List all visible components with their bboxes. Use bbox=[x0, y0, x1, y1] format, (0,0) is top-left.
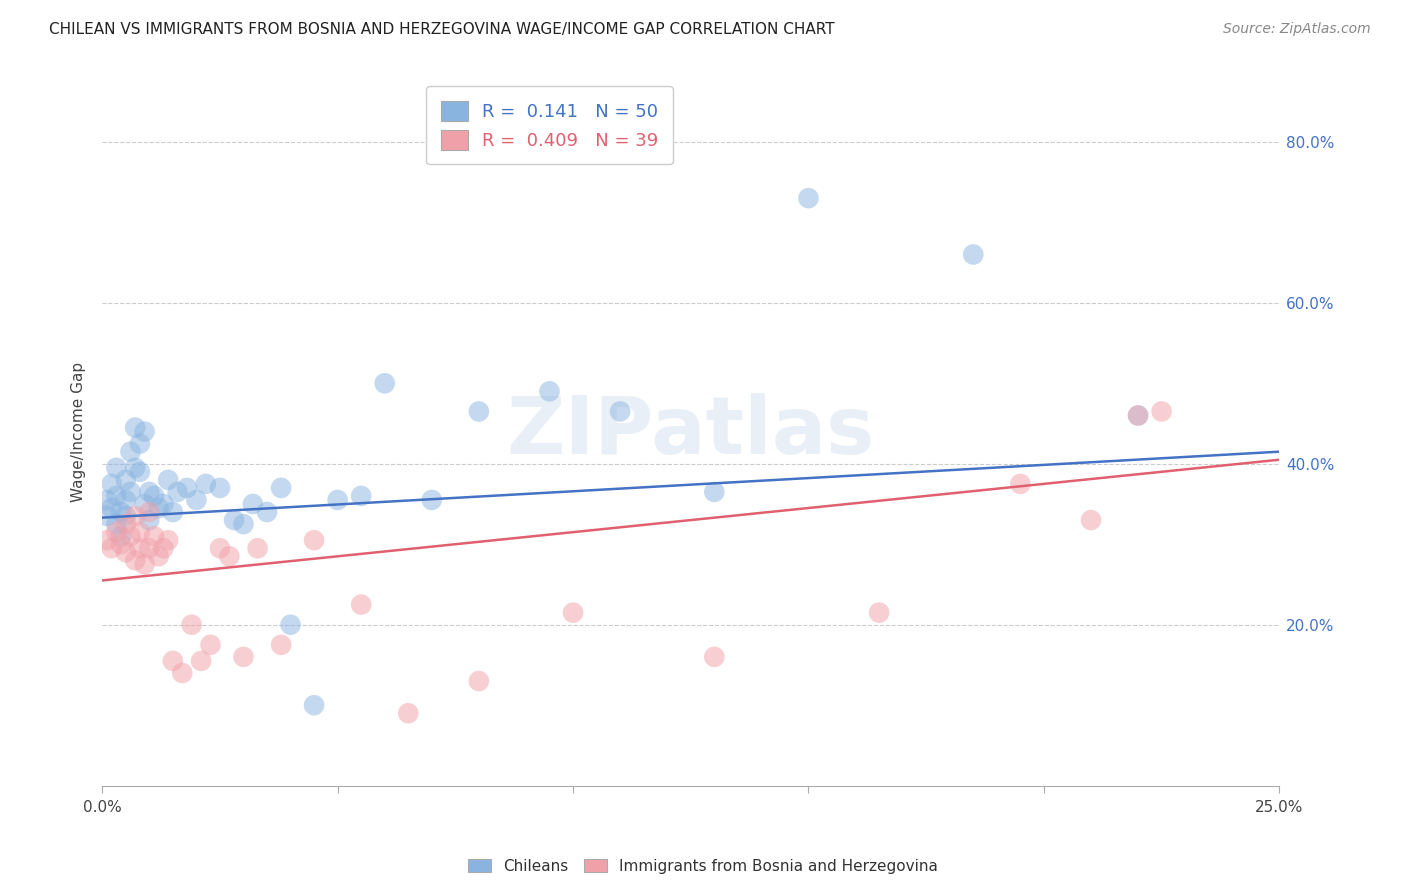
Point bbox=[468, 674, 491, 689]
Point bbox=[124, 553, 146, 567]
Point bbox=[157, 473, 180, 487]
Point bbox=[105, 517, 128, 532]
Point bbox=[124, 460, 146, 475]
Point bbox=[302, 533, 325, 548]
Point bbox=[114, 473, 136, 487]
Point bbox=[100, 501, 122, 516]
Point bbox=[96, 509, 118, 524]
Point bbox=[396, 706, 419, 721]
Y-axis label: Wage/Income Gap: Wage/Income Gap bbox=[72, 361, 86, 501]
Text: Source: ZipAtlas.com: Source: ZipAtlas.com bbox=[1223, 22, 1371, 37]
Point bbox=[1080, 513, 1102, 527]
Point bbox=[797, 191, 820, 205]
Point bbox=[148, 501, 170, 516]
Point bbox=[96, 533, 118, 548]
Point bbox=[242, 497, 264, 511]
Point bbox=[114, 509, 136, 524]
Point bbox=[128, 465, 150, 479]
Point bbox=[138, 505, 160, 519]
Point bbox=[134, 558, 156, 572]
Point bbox=[134, 497, 156, 511]
Point bbox=[868, 606, 890, 620]
Point bbox=[232, 649, 254, 664]
Point bbox=[190, 654, 212, 668]
Point bbox=[128, 541, 150, 556]
Point bbox=[124, 420, 146, 434]
Point bbox=[157, 533, 180, 548]
Point bbox=[152, 541, 174, 556]
Point bbox=[120, 444, 142, 458]
Point bbox=[172, 665, 194, 680]
Point bbox=[609, 404, 631, 418]
Point bbox=[468, 404, 491, 418]
Point bbox=[143, 489, 166, 503]
Point bbox=[538, 384, 561, 399]
Point bbox=[176, 481, 198, 495]
Point bbox=[218, 549, 240, 564]
Point bbox=[200, 638, 222, 652]
Point bbox=[703, 484, 725, 499]
Point bbox=[270, 638, 292, 652]
Point bbox=[246, 541, 269, 556]
Point bbox=[232, 517, 254, 532]
Point bbox=[162, 654, 184, 668]
Point bbox=[326, 492, 349, 507]
Point bbox=[105, 489, 128, 503]
Point bbox=[962, 247, 984, 261]
Point bbox=[1150, 404, 1173, 418]
Text: ZIPatlas: ZIPatlas bbox=[506, 392, 875, 471]
Point bbox=[1010, 476, 1032, 491]
Point bbox=[105, 460, 128, 475]
Point bbox=[562, 606, 585, 620]
Point bbox=[1126, 409, 1149, 423]
Point bbox=[100, 476, 122, 491]
Point bbox=[208, 481, 231, 495]
Point bbox=[100, 541, 122, 556]
Point bbox=[194, 476, 217, 491]
Point bbox=[110, 537, 132, 551]
Point bbox=[143, 529, 166, 543]
Point bbox=[120, 484, 142, 499]
Point bbox=[420, 492, 443, 507]
Point bbox=[138, 484, 160, 499]
Point bbox=[105, 525, 128, 540]
Point bbox=[134, 425, 156, 439]
Point bbox=[148, 549, 170, 564]
Point bbox=[138, 541, 160, 556]
Point bbox=[703, 649, 725, 664]
Point bbox=[120, 529, 142, 543]
Point bbox=[302, 698, 325, 713]
Point bbox=[114, 492, 136, 507]
Point bbox=[350, 489, 373, 503]
Point bbox=[128, 525, 150, 540]
Point bbox=[180, 617, 202, 632]
Point bbox=[110, 529, 132, 543]
Point bbox=[350, 598, 373, 612]
Point bbox=[256, 505, 278, 519]
Point bbox=[208, 541, 231, 556]
Point bbox=[374, 376, 396, 391]
Point bbox=[270, 481, 292, 495]
Legend: R =  0.141   N = 50, R =  0.409   N = 39: R = 0.141 N = 50, R = 0.409 N = 39 bbox=[426, 87, 673, 164]
Point bbox=[166, 484, 188, 499]
Point bbox=[186, 492, 208, 507]
Point bbox=[114, 517, 136, 532]
Point bbox=[280, 617, 302, 632]
Point bbox=[96, 492, 118, 507]
Point bbox=[128, 436, 150, 450]
Point bbox=[114, 545, 136, 559]
Point bbox=[222, 513, 245, 527]
Point bbox=[152, 497, 174, 511]
Text: CHILEAN VS IMMIGRANTS FROM BOSNIA AND HERZEGOVINA WAGE/INCOME GAP CORRELATION CH: CHILEAN VS IMMIGRANTS FROM BOSNIA AND HE… bbox=[49, 22, 835, 37]
Point bbox=[1126, 409, 1149, 423]
Point bbox=[162, 505, 184, 519]
Legend: Chileans, Immigrants from Bosnia and Herzegovina: Chileans, Immigrants from Bosnia and Her… bbox=[463, 853, 943, 880]
Point bbox=[124, 509, 146, 524]
Point bbox=[138, 513, 160, 527]
Point bbox=[110, 505, 132, 519]
